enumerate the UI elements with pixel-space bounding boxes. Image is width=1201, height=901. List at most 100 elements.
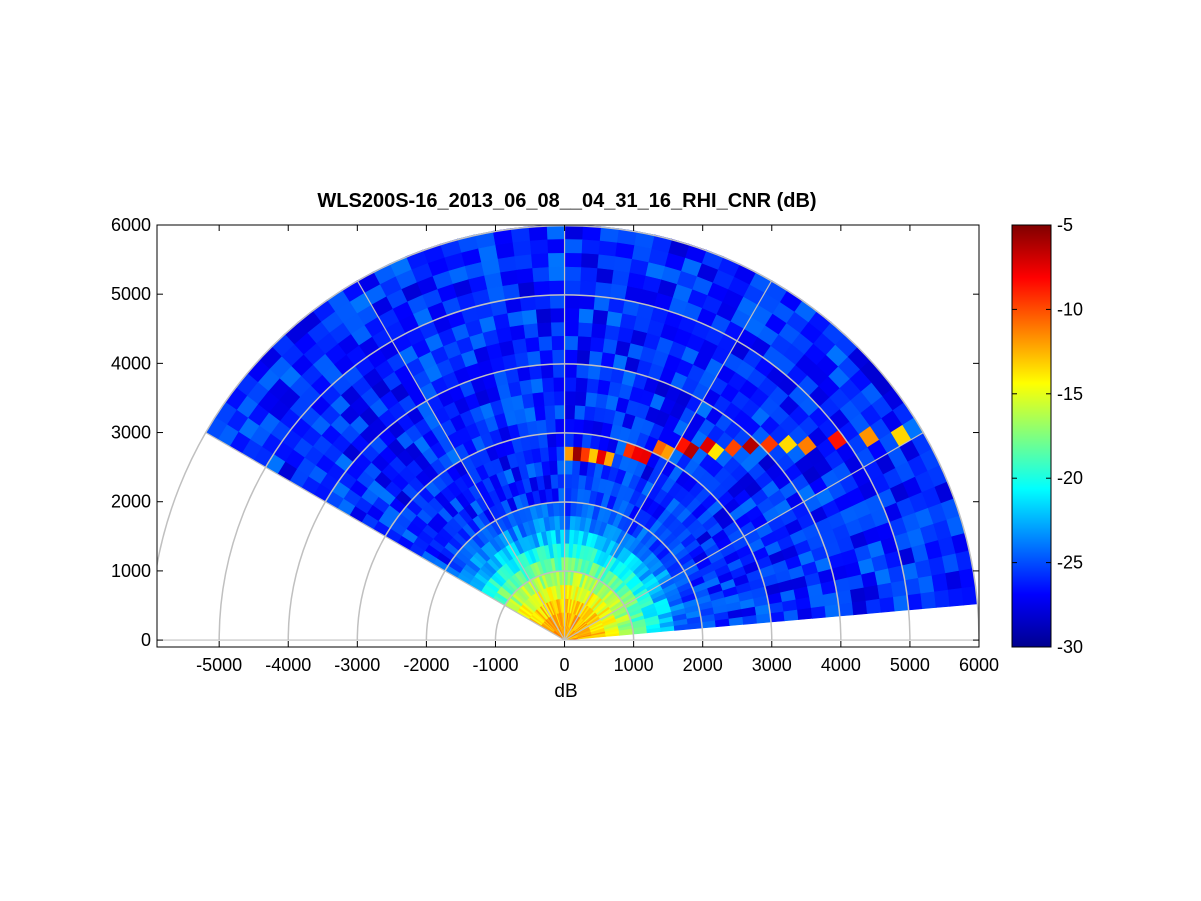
heatmap-cell <box>564 515 571 530</box>
heatmap-cell <box>569 501 577 517</box>
heatmap-cell <box>550 335 565 351</box>
heatmap-cell <box>838 601 854 617</box>
x-axis: -5000 -4000 -3000 -2000 -1000 0 1000 2000 3000 40… <box>196 225 999 675</box>
x-tick-label: -3000 <box>334 655 380 675</box>
heatmap-cell <box>564 335 579 351</box>
heatmap-cell <box>564 252 582 268</box>
heatmap-cell <box>526 350 541 367</box>
x-tick-label: -5000 <box>196 655 242 675</box>
colorbar-axis: -5 -10 -15 -20 -25 -30 <box>1012 215 1083 657</box>
heatmap-cell <box>548 279 565 295</box>
heatmap-cell <box>892 594 909 612</box>
heatmap-cell <box>564 293 580 309</box>
heatmap-cell <box>553 390 565 406</box>
heatmap-cell <box>555 446 565 461</box>
y-tick-label: 5000 <box>111 284 151 304</box>
heatmap-cell <box>513 253 533 271</box>
heatmap-cell <box>572 432 583 448</box>
heatmap-cell <box>564 501 571 517</box>
heatmap-cell <box>906 592 923 611</box>
heatmap-cell <box>520 308 538 325</box>
heatmap-cell <box>544 418 556 434</box>
heatmap-cell <box>536 321 552 338</box>
heatmap-cell <box>543 404 556 420</box>
heatmap-cell <box>575 363 589 379</box>
colorbar <box>1011 224 1052 648</box>
y-tick-label: 0 <box>141 630 151 650</box>
heatmap-cell <box>851 600 868 616</box>
x-tick-label: 6000 <box>959 655 999 675</box>
heatmap-cell <box>546 432 557 448</box>
heatmap-cell <box>934 589 951 608</box>
x-tick-label: -4000 <box>265 655 311 675</box>
y-axis: 0 1000 2000 3000 4000 5000 6000 <box>111 215 979 650</box>
heatmap-cell <box>589 336 605 353</box>
heatmap-cell <box>576 335 592 351</box>
heatmap-cell <box>499 269 519 287</box>
heatmap-cell <box>595 267 614 284</box>
heatmap-cell <box>556 459 565 475</box>
heatmap-cell <box>609 283 628 300</box>
heatmap-cell <box>574 390 587 407</box>
heatmap-cell <box>564 390 576 406</box>
heatmap-cell <box>549 293 565 309</box>
x-tick-label: 4000 <box>821 655 861 675</box>
heatmap-cell <box>546 238 565 254</box>
heatmap-cell <box>564 349 578 364</box>
x-tick-label: 0 <box>560 655 570 675</box>
heatmap-cell <box>572 446 582 462</box>
cnr-heatmap <box>205 225 978 641</box>
heatmap-cell <box>501 283 520 300</box>
heatmap-cell <box>879 596 896 613</box>
heatmap-cell <box>529 238 549 255</box>
heatmap-cell <box>603 324 621 341</box>
colorbar-tick-label: -25 <box>1057 553 1083 573</box>
x-tick-label: 5000 <box>890 655 930 675</box>
heatmap-cell <box>540 363 554 379</box>
heatmap-cell <box>552 376 565 392</box>
x-tick-label: -1000 <box>472 655 518 675</box>
heatmap-cell <box>573 404 586 420</box>
heatmap-cell <box>564 473 573 489</box>
heatmap-cell <box>564 432 574 447</box>
y-tick-label: 4000 <box>111 353 151 373</box>
heatmap-cell <box>581 432 592 449</box>
heatmap-cell <box>547 266 565 282</box>
heatmap-cell <box>564 446 574 461</box>
heatmap-cell <box>549 307 565 323</box>
colorbar-tick-label: -10 <box>1057 299 1083 319</box>
colorbar-tick-label: -30 <box>1057 637 1083 657</box>
heatmap-cell <box>506 310 524 328</box>
heatmap-cell <box>579 280 597 296</box>
heatmap-cell <box>556 473 565 489</box>
heatmap-cell <box>554 418 565 434</box>
colorbar-tick-label: -5 <box>1057 215 1073 235</box>
heatmap-cell <box>605 310 623 328</box>
heatmap-cell <box>578 460 589 476</box>
heatmap-cell <box>564 363 577 378</box>
heatmap-cell <box>524 336 540 353</box>
heatmap-cell <box>564 404 576 420</box>
x-tick-label: -2000 <box>403 655 449 675</box>
heatmap-cell <box>546 225 565 240</box>
heatmap-cell <box>564 225 583 240</box>
heatmap-cell <box>810 605 827 619</box>
heatmap-cell <box>877 582 894 599</box>
y-tick-label: 6000 <box>111 215 151 235</box>
heatmap-cell <box>580 252 599 269</box>
heatmap-cell <box>917 574 935 594</box>
colorbar-tick-label: -20 <box>1057 468 1083 488</box>
heatmap-cell <box>564 529 570 544</box>
y-tick-label: 3000 <box>111 423 151 443</box>
chart-title: WLS200S-16_2013_06_08__04_31_16_RHI_CNR … <box>317 190 816 212</box>
heatmap-cell <box>570 473 580 489</box>
heatmap-cell <box>547 252 565 268</box>
heatmap-cell <box>577 321 593 338</box>
heatmap-cell <box>564 266 582 282</box>
colorbar-tick-label: -15 <box>1057 384 1083 404</box>
heatmap-cell <box>585 377 600 394</box>
heatmap-cell <box>588 350 603 367</box>
heatmap-cell <box>564 279 581 295</box>
heatmap-cell <box>591 308 609 325</box>
